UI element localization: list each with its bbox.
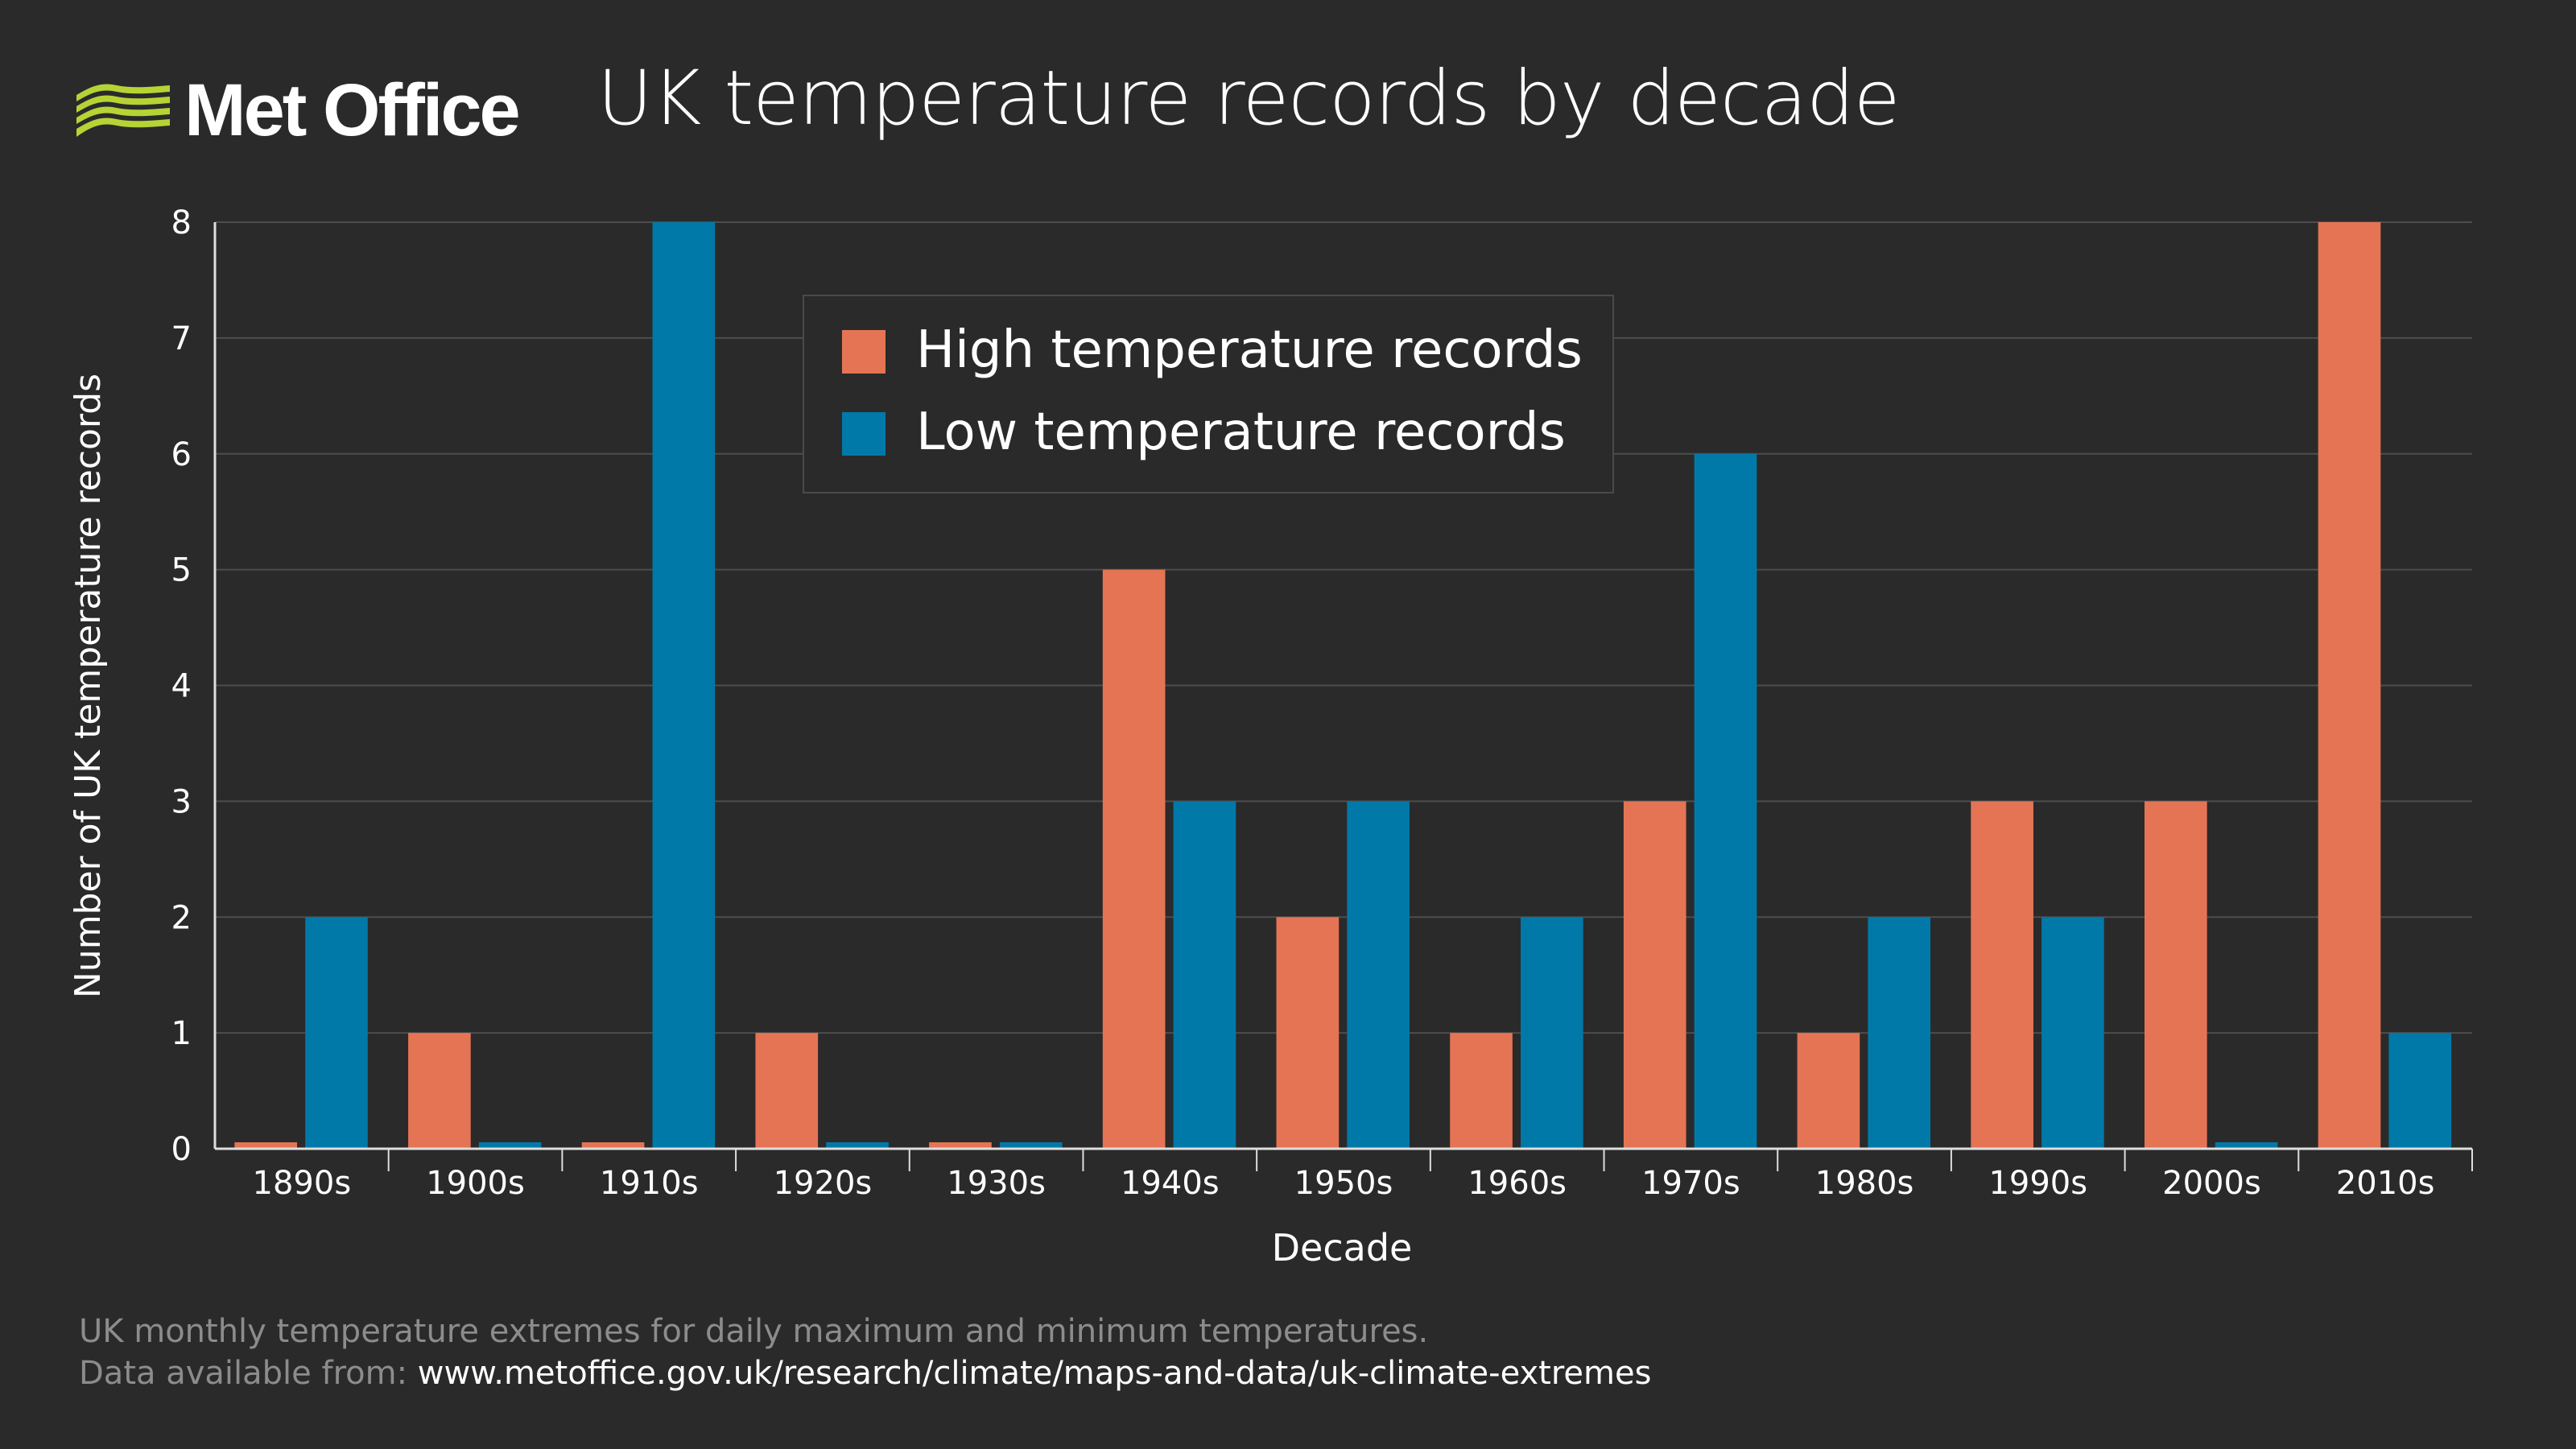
x-tick-label: 1900s: [426, 1165, 525, 1202]
y-tick-label: 6: [171, 436, 192, 473]
legend-swatch-high: [842, 330, 886, 374]
y-tick-label: 3: [171, 783, 192, 820]
gridlines: [215, 221, 2472, 1034]
chart-title: UK temperature records by decade: [597, 55, 1901, 142]
bar-high-1890s: [234, 1142, 298, 1149]
y-tick-label: 2: [171, 899, 192, 936]
source-link[interactable]: www.metoffice.gov.uk/research/climate/ma…: [417, 1355, 1652, 1392]
bar-high-1940s: [1102, 569, 1166, 1149]
x-axis-label: Decade: [1272, 1226, 1413, 1269]
bar-low-2000s: [2215, 1142, 2278, 1149]
bars: [234, 222, 2452, 1149]
bar-high-1970s: [1623, 801, 1686, 1149]
bar-high-1960s: [1450, 1033, 1513, 1149]
bar-high-1990s: [1971, 801, 2033, 1149]
legend-label-high: High temperature records: [916, 320, 1583, 380]
bar-high-1910s: [581, 1142, 645, 1149]
x-tick-label: 1940s: [1121, 1165, 1220, 1202]
footer-source-prefix: Data available from:: [79, 1355, 408, 1392]
bar-low-1980s: [1868, 917, 1931, 1149]
bar-low-1900s: [478, 1142, 542, 1149]
y-axis-label: Number of UK temperature records: [68, 374, 109, 998]
bar-low-1940s: [1173, 801, 1236, 1149]
bar-high-1950s: [1276, 917, 1340, 1149]
bar-low-2010s: [2388, 1033, 2452, 1149]
y-tick-label: 0: [171, 1131, 192, 1168]
bar-high-1920s: [755, 1033, 819, 1149]
x-tick-label: 1970s: [1641, 1165, 1740, 1202]
y-tick-label: 8: [171, 204, 192, 242]
legend-swatch-low: [842, 412, 886, 456]
bar-low-1930s: [999, 1142, 1063, 1149]
x-tick-label: 1890s: [253, 1165, 352, 1202]
x-tick-label: 2000s: [2162, 1165, 2261, 1202]
y-tick-label: 4: [171, 668, 192, 705]
met-office-logo: Met Office: [76, 68, 521, 153]
x-tick-label: 1990s: [1988, 1165, 2087, 1202]
waves-icon: [76, 84, 170, 137]
bar-low-1990s: [2041, 917, 2104, 1149]
logo-text: Met Office: [184, 69, 521, 151]
bar-high-2010s: [2318, 222, 2381, 1149]
x-tick-label: 1910s: [600, 1165, 699, 1202]
legend-label-low: Low temperature records: [916, 402, 1566, 462]
x-tick-label: 1960s: [1468, 1165, 1567, 1202]
y-tick-label: 7: [171, 320, 192, 357]
bar-high-1900s: [408, 1033, 471, 1149]
footer-source: Data available from: www.metoffice.gov.u…: [79, 1352, 1651, 1394]
bar-low-1960s: [1521, 917, 1583, 1149]
bar-low-1950s: [1347, 801, 1410, 1149]
bar-low-1890s: [305, 917, 368, 1149]
y-tick-label: 5: [171, 552, 192, 589]
legend: High temperature records Low temperature…: [803, 295, 1614, 493]
bar-low-1910s: [652, 222, 716, 1149]
footer: UK monthly temperature extremes for dail…: [79, 1311, 1651, 1394]
axes: 0 1 2 3 4 5 6 7 8 1890s 1900s 1910s 1920s 1930s 1940s 1…: [171, 204, 2473, 1202]
x-tick-label: 1980s: [1815, 1165, 1914, 1202]
y-tick-label: 1: [171, 1015, 192, 1052]
bar-low-1970s: [1694, 453, 1757, 1149]
footer-note: UK monthly temperature extremes for dail…: [79, 1313, 1429, 1350]
bar-low-1920s: [826, 1142, 889, 1149]
bar-high-1930s: [929, 1142, 992, 1149]
bar-high-1980s: [1797, 1033, 1860, 1149]
x-tick-label: 1920s: [774, 1165, 873, 1202]
x-tick-label: 1930s: [947, 1165, 1046, 1202]
x-tick-label: 1950s: [1294, 1165, 1393, 1202]
bar-high-2000s: [2144, 801, 2207, 1149]
x-tick-label: 2010s: [2336, 1165, 2435, 1202]
